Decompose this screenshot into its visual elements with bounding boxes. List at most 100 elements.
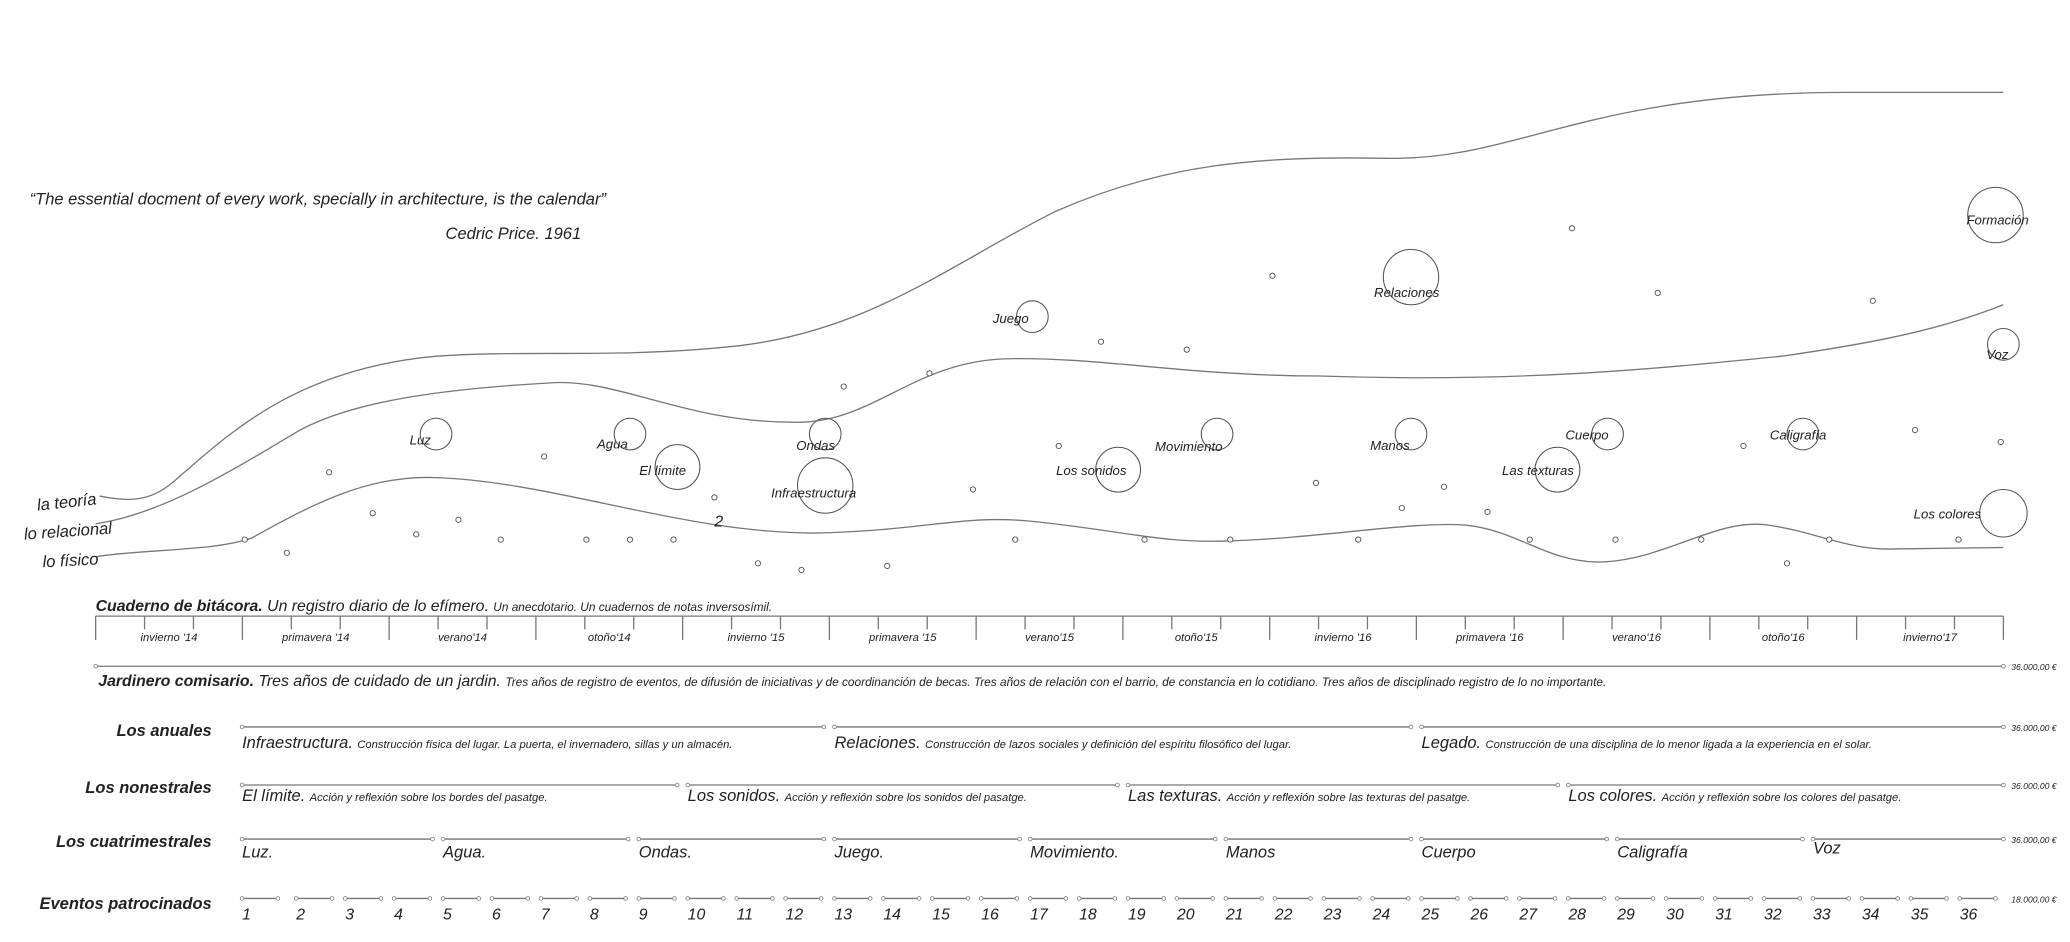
segment-start-marker [734,896,739,901]
event-dot [1911,427,1919,434]
layer-label: la teoría [36,490,97,514]
segment-label: 35 [1911,907,1929,924]
event-dot [1141,536,1148,543]
event-dot [1227,536,1234,543]
event-dot [754,560,762,567]
text-span: Las texturas. [1128,787,1222,805]
segment-start-marker [685,896,690,901]
segment-end-marker [1017,836,1022,842]
segment-end-marker [1503,896,1509,901]
event-dot [626,536,634,543]
segment-start-marker [636,836,642,842]
segment-label: 26 [1469,907,1488,924]
text-span: 17 [1030,907,1049,924]
segment-start-marker [1419,896,1424,901]
bubble-label: Relaciones [1374,285,1440,300]
segment-label: 25 [1421,907,1440,924]
segment-end-marker [378,896,384,901]
segment-start-marker [391,896,397,901]
segment-label: 2 [295,907,305,924]
segment-end-marker [1408,724,1414,730]
segment-end-marker [623,896,628,901]
bubble-circle [808,417,842,451]
segment-start-marker [783,896,788,901]
segment-start-marker [832,724,837,730]
segment-start-marker [1468,896,1473,901]
segment-start-marker [294,896,299,901]
segment-end-marker [1555,782,1561,788]
segment-label: 29 [1616,907,1635,924]
text-span: 23 [1323,907,1342,924]
text-span: Legado. [1422,734,1482,752]
segment-label: 22 [1274,907,1293,924]
bubble-label: Juego [992,311,1029,326]
segment-start-marker [1076,896,1082,901]
event-dot [1955,536,1962,543]
segment-end-marker [1210,896,1215,901]
text-span: 31 [1715,907,1733,924]
segment-end-marker [1650,896,1656,901]
segment-label: 5 [443,907,452,924]
segment-end-marker [1014,896,1020,901]
segment-label: 7 [541,907,551,924]
segment-end-marker [916,896,922,901]
bubble-label: Formación [1966,212,2028,227]
text-span: 7 [541,907,551,924]
text-span: 6 [492,907,501,924]
event-dot [798,566,805,574]
event-dot [1484,508,1491,515]
segment-label: 36 [1960,907,1978,924]
segment-end-marker [1408,836,1414,842]
bubble-label: Voz [1986,347,2009,362]
segment-start-marker [1810,896,1816,901]
text-span: 29 [1616,907,1635,924]
segment-label: 20 [1176,907,1195,924]
text-span: 10 [688,907,706,924]
segment-end-marker [1699,896,1705,901]
segment-start-marker [1272,896,1278,901]
segment-label: 34 [1862,907,1880,924]
bubble-label: Agua [596,437,628,452]
text-span: Cuaderno de bitácora. [96,598,263,615]
segment-end-marker [1115,782,1120,788]
segment-end-marker [574,896,579,901]
text-span: 8 [590,907,599,924]
event-dot [241,536,248,543]
segment-start-marker [1419,836,1424,842]
event-dot [541,453,548,460]
season-label: primavera '16 [1455,632,1524,644]
text-span: Acción y reflexión sobre las texturas de… [1226,792,1470,804]
text-span: 30 [1666,907,1684,924]
event-dot [1654,289,1661,296]
segment-start-marker [1908,896,1914,901]
segment-label: 1 [242,907,251,924]
text-span: 15 [932,907,950,924]
event-dot [1312,479,1320,486]
event-dot [1783,560,1791,567]
text-span: 4 [394,907,403,924]
segment-end-marker [1993,896,1998,901]
segment-start-marker [832,896,837,901]
text-span: 26 [1469,907,1488,924]
curve-lo-fisico [95,476,2004,563]
layer-label: lo relacional [23,519,113,543]
segment-label: 14 [883,907,901,924]
text-span: 33 [1813,907,1831,924]
segment-end-marker [430,836,435,842]
segment-start-marker [342,896,348,901]
segment-end-marker [1748,896,1754,901]
segment-label: Infraestructura. Construcción física del… [242,734,732,752]
segment-start-marker [1566,782,1571,788]
segment-end-marker [1455,896,1460,901]
text-span: Los sonidos. [688,787,781,805]
text-span: Los colores. [1568,787,1657,805]
segment-label: Voz [1813,840,1842,858]
segment-label: 4 [394,907,403,924]
curve-lo-relacional [95,304,2004,525]
row-label: Eventos patrocinados [40,895,212,913]
segment-label: 15 [932,907,950,924]
segment-end-marker [867,896,873,901]
text-span: 19 [1128,907,1146,924]
diagram-bottom: Cuaderno de bitácora. Un registro diario… [40,598,2058,924]
segment-end-marker [1601,896,1607,901]
